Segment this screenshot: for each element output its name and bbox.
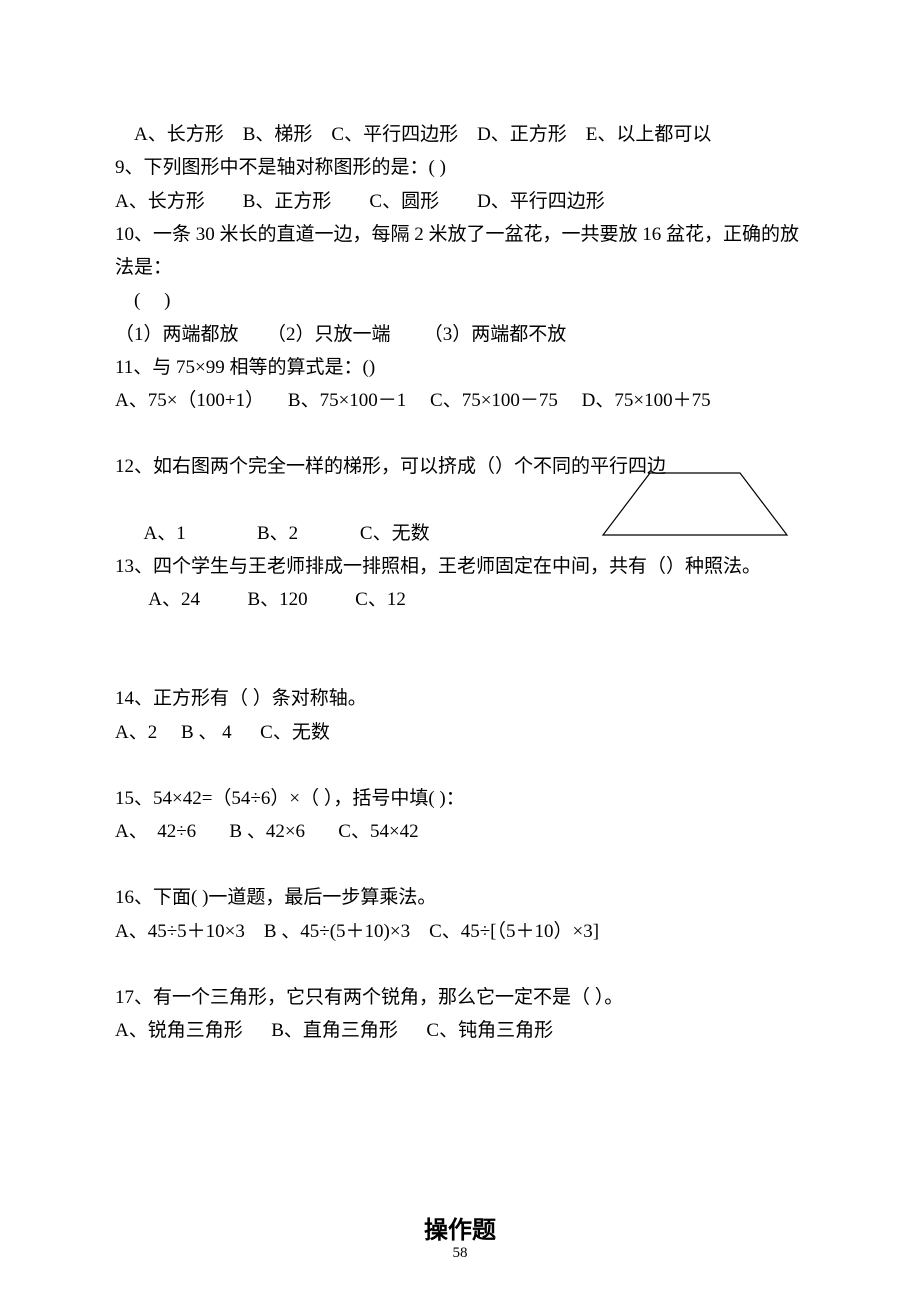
q15-options: A、 42÷6 B 、42×6 C、54×42: [115, 815, 805, 848]
q8-options: A、长方形 B、梯形 C、平行四边形 D、正方形 E、以上都可以: [115, 118, 805, 151]
q17-stem: 17、有一个三角形，它只有两个锐角，那么它一定不是（ ）。: [115, 981, 805, 1014]
q10-stem: 10、一条 30 米长的直道一边，每隔 2 米放了一盆花，一共要放 16 盆花，…: [115, 218, 805, 285]
q10-paren: ( ): [115, 284, 805, 317]
q10-options: （1）两端都放 （2）只放一端 （3）两端都不放: [115, 318, 805, 351]
q11-stem: 11、与 75×99 相等的算式是：(): [115, 351, 805, 384]
q9-stem: 9、下列图形中不是轴对称图形的是：( ): [115, 151, 805, 184]
q13-options: A、24 B、120 C、12: [115, 583, 805, 616]
q17-options: A、锐角三角形 B、直角三角形 C、钝角三角形: [115, 1014, 805, 1047]
q11-options: A、75×（100+1） B、75×100－1 C、75×100－75 D、75…: [115, 384, 805, 417]
q16-stem: 16、下面( )一道题，最后一步算乘法。: [115, 881, 805, 914]
trapezoid-shape: [603, 473, 787, 535]
section-heading: 操作题: [0, 1210, 920, 1245]
q9-options: A、长方形 B、正方形 C、圆形 D、平行四边形: [115, 185, 805, 218]
q16-options: A、45÷5＋10×3 B 、45÷(5＋10)×3 C、45÷[（5＋10）×…: [115, 915, 805, 948]
q14-options: A、2 B 、 4 C、无数: [115, 716, 805, 749]
page-number: 58: [0, 1245, 920, 1262]
q14-stem: 14、正方形有（ ）条对称轴。: [115, 682, 805, 715]
trapezoid-figure: [600, 470, 790, 540]
q13-stem: 13、四个学生与王老师排成一排照相，王老师固定在中间，共有（）种照法。: [115, 550, 805, 583]
q15-stem: 15、54×42=（54÷6）×（ ），括号中填( )：: [115, 782, 805, 815]
